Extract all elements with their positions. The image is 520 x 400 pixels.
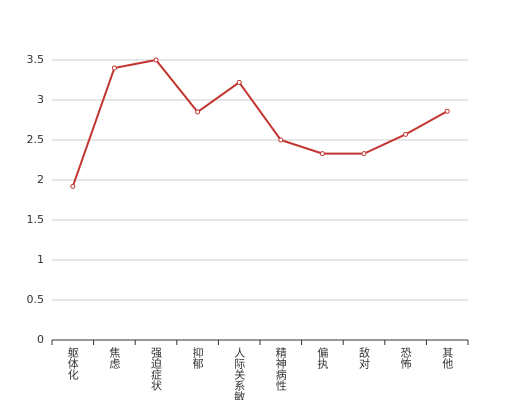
point	[361, 151, 367, 157]
x-tick-label: 其他	[441, 347, 454, 369]
point	[444, 108, 450, 114]
x-tick-label: 精神病性	[274, 347, 287, 392]
x-tick-label: 人际关系敏感	[233, 347, 246, 400]
y-tick-label: 3.5	[27, 53, 45, 66]
point	[278, 137, 284, 143]
x-tick-label: 敌对	[358, 346, 371, 369]
y-tick-label: 0.5	[27, 293, 45, 306]
y-tick-label: 0	[37, 333, 44, 346]
point	[403, 131, 409, 137]
y-tick-label: 2	[37, 173, 44, 186]
x-tick-label: 强迫症状	[150, 347, 163, 391]
x-tick-label: 恐怖	[399, 347, 412, 369]
point	[319, 151, 325, 157]
y-tick-label: 3	[37, 93, 44, 106]
point	[195, 109, 201, 115]
point	[111, 65, 117, 71]
y-tick-label: 1	[37, 253, 44, 266]
x-tick-label: 抑郁	[191, 346, 204, 369]
x-tick-label: 偏执	[316, 346, 329, 370]
point	[236, 79, 242, 85]
x-tick-label: 焦虑	[108, 347, 121, 369]
y-tick-label: 1.5	[27, 213, 45, 226]
point	[70, 183, 76, 189]
y-tick-label: 2.5	[27, 133, 45, 146]
x-tick-label: 躯体化	[66, 347, 79, 381]
line	[71, 58, 448, 187]
point	[153, 57, 159, 63]
